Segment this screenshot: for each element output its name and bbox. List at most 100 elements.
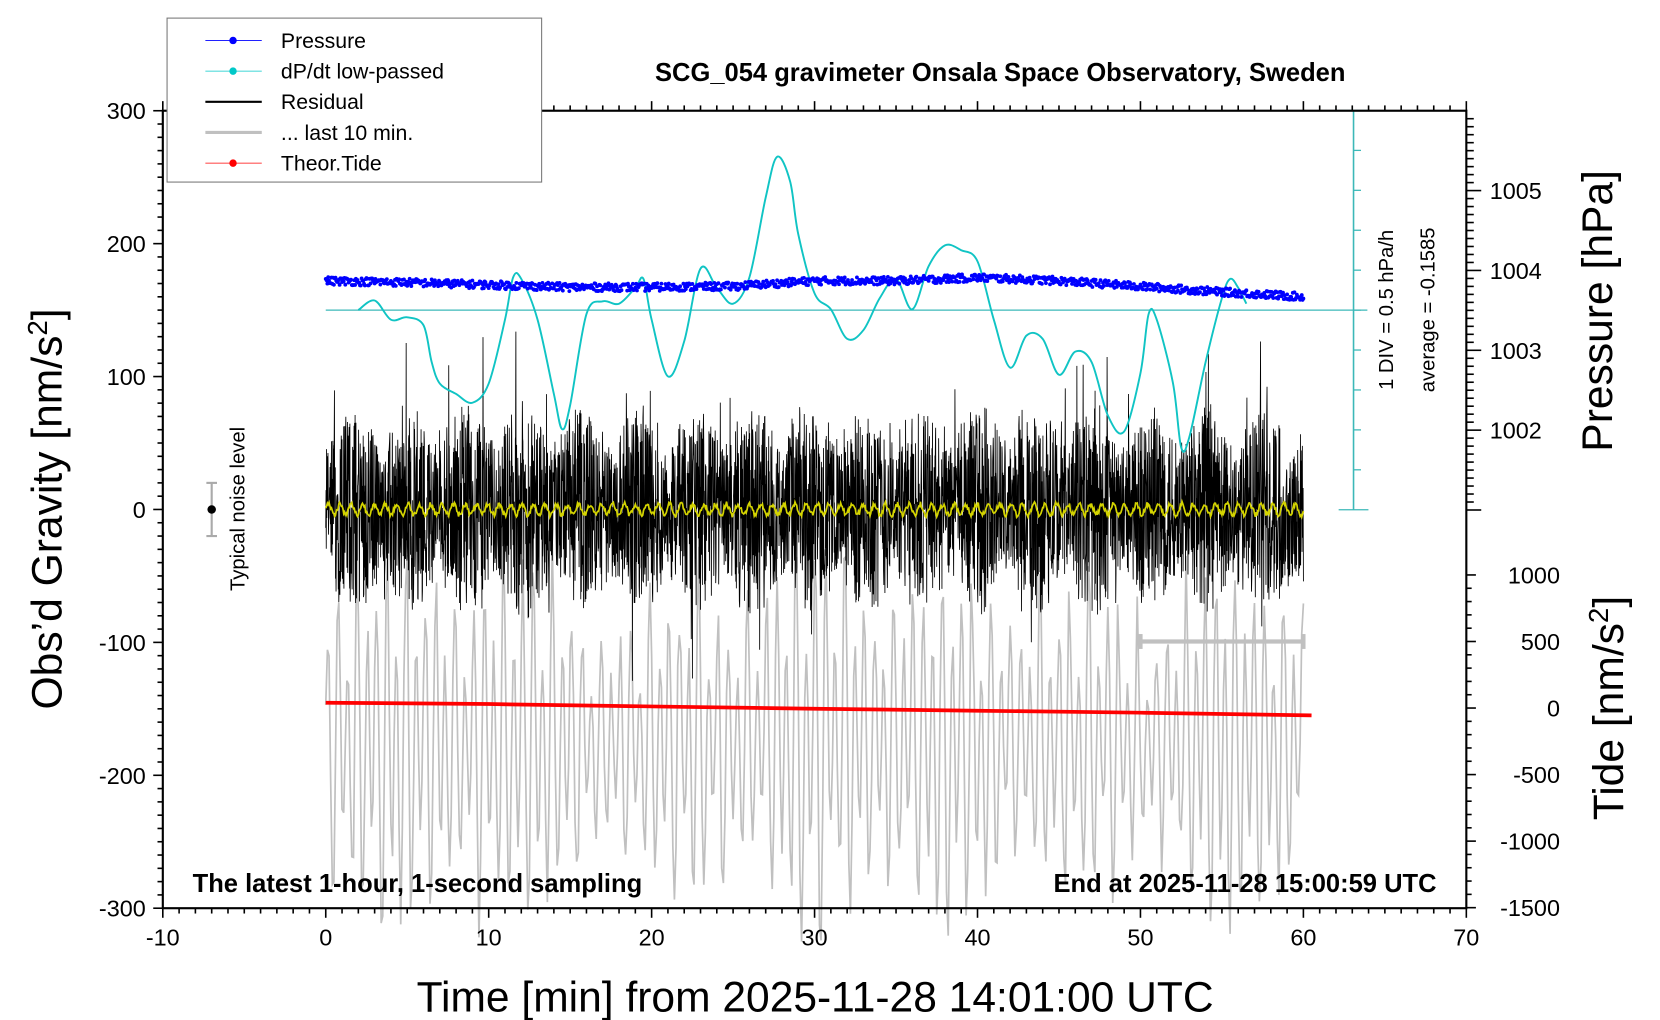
pressure-point xyxy=(1198,290,1202,295)
pressure-point xyxy=(841,278,846,283)
pressure-point xyxy=(402,277,406,282)
pressure-point xyxy=(757,281,762,286)
noise-level-label: Typical noise level xyxy=(228,427,250,591)
pressure-point xyxy=(580,282,585,287)
x-tick-label: 50 xyxy=(1127,924,1153,950)
pressure-point xyxy=(1090,285,1095,289)
pressure-point xyxy=(1064,283,1069,288)
pressure-point xyxy=(1044,281,1048,286)
pressure-point xyxy=(598,283,603,288)
pressure-point xyxy=(537,281,542,286)
pressure-point xyxy=(842,275,847,280)
average-label: average = -0.1585 xyxy=(1417,227,1439,392)
x-tick-label: 10 xyxy=(476,924,502,950)
x-tick-label: 30 xyxy=(802,924,828,950)
pressure-point xyxy=(368,281,373,286)
x-tick-label: 60 xyxy=(1290,924,1316,950)
pressure-point xyxy=(839,276,844,280)
legend-pressure-label: Pressure xyxy=(281,29,366,53)
noise-level-point xyxy=(207,505,216,514)
pressure-point xyxy=(1140,287,1145,292)
y-axis-label-left: Obs’d Gravity [nm/s2] xyxy=(22,308,72,709)
pressure-point xyxy=(985,279,990,283)
pressure-point xyxy=(881,274,886,279)
legend-theor-tide-label: Theor.Tide xyxy=(281,152,382,176)
pressure-point xyxy=(694,287,699,292)
pressure-point xyxy=(1299,293,1304,297)
pressure-point xyxy=(914,274,919,279)
pressure-point xyxy=(470,278,475,283)
pressure-point xyxy=(534,288,539,292)
y-tide-tick-label: -1500 xyxy=(1500,895,1560,921)
pressure-point xyxy=(1202,289,1207,294)
pressure-point xyxy=(643,289,648,293)
pressure-point xyxy=(1176,288,1180,293)
y-axis-label-tide: Tide [nm/s2] xyxy=(1583,596,1633,820)
pressure-point xyxy=(1101,284,1106,288)
pressure-point xyxy=(1145,287,1149,292)
x-tick-label: -10 xyxy=(146,924,180,950)
pressure-point xyxy=(1010,279,1015,284)
pressure-point xyxy=(341,279,346,284)
pressure-point xyxy=(516,286,521,291)
pressure-point xyxy=(496,282,501,287)
pressure-point xyxy=(950,279,955,284)
pressure-point xyxy=(1132,282,1136,286)
pressure-point xyxy=(872,282,876,287)
y-left-tick-label: -100 xyxy=(99,630,146,656)
y-left-tick-label: 200 xyxy=(107,231,146,257)
pressure-point xyxy=(1093,277,1098,282)
x-axis-label: Time [min] from 2025-11-28 14:01:00 UTC xyxy=(417,973,1214,1020)
y-left-tick-label: 0 xyxy=(133,497,146,523)
pressure-point xyxy=(1006,275,1011,279)
pressure-point xyxy=(776,285,781,290)
x-tick-label: 40 xyxy=(964,924,990,950)
y-tide-tick-label: -500 xyxy=(1513,762,1560,788)
pressure-point xyxy=(353,283,357,287)
pressure-point xyxy=(326,275,331,280)
pressure-point xyxy=(655,281,660,286)
pressure-point xyxy=(630,281,635,286)
last10-series-line xyxy=(324,524,1305,942)
pressure-point xyxy=(1221,288,1226,293)
bottom-left-annotation: The latest 1-hour, 1-second sampling xyxy=(193,870,643,898)
pressure-point xyxy=(481,286,486,291)
pressure-point xyxy=(1244,288,1249,293)
pressure-point xyxy=(775,278,780,283)
div-scale-label: 1 DIV = 0.5 hPa/h xyxy=(1376,230,1398,390)
pressure-point xyxy=(1228,286,1232,291)
pressure-point xyxy=(481,282,485,287)
pressure-point xyxy=(378,282,383,287)
pressure-point xyxy=(1179,283,1184,288)
pressure-point xyxy=(1154,286,1159,291)
pressure-point xyxy=(1128,282,1133,287)
y-left-tick-label: 300 xyxy=(107,98,146,124)
pressure-point xyxy=(737,286,742,291)
x-tick-label: 0 xyxy=(319,924,332,950)
pressure-point xyxy=(709,282,714,287)
residual-smoothed-line xyxy=(324,498,1305,521)
pressure-point xyxy=(1039,281,1044,286)
bottom-right-annotation: End at 2025-11-28 15:00:59 UTC xyxy=(1053,870,1436,898)
pressure-point xyxy=(393,283,398,288)
y-pressure-tick-label: 1004 xyxy=(1490,258,1542,284)
pressure-point xyxy=(619,288,624,293)
pressure-point xyxy=(409,284,414,289)
pressure-point xyxy=(1098,278,1103,283)
y-tide-tick-label: 500 xyxy=(1521,629,1560,655)
pressure-point xyxy=(787,276,792,281)
pressure-point xyxy=(343,282,348,287)
pressure-point xyxy=(666,281,671,286)
pressure-point xyxy=(957,279,962,284)
pressure-point xyxy=(903,278,908,283)
pressure-point xyxy=(626,281,630,286)
axis-ticks: -10 0 10 20 30 40 50 60 703002001000-100-200-300… xyxy=(99,98,1560,950)
pressure-point xyxy=(678,284,683,289)
pressure-point xyxy=(823,275,828,279)
pressure-point xyxy=(1215,292,1219,297)
pressure-point xyxy=(806,283,810,288)
pressure-point xyxy=(726,280,731,285)
pressure-point xyxy=(633,285,638,290)
pressure-point xyxy=(690,282,695,286)
